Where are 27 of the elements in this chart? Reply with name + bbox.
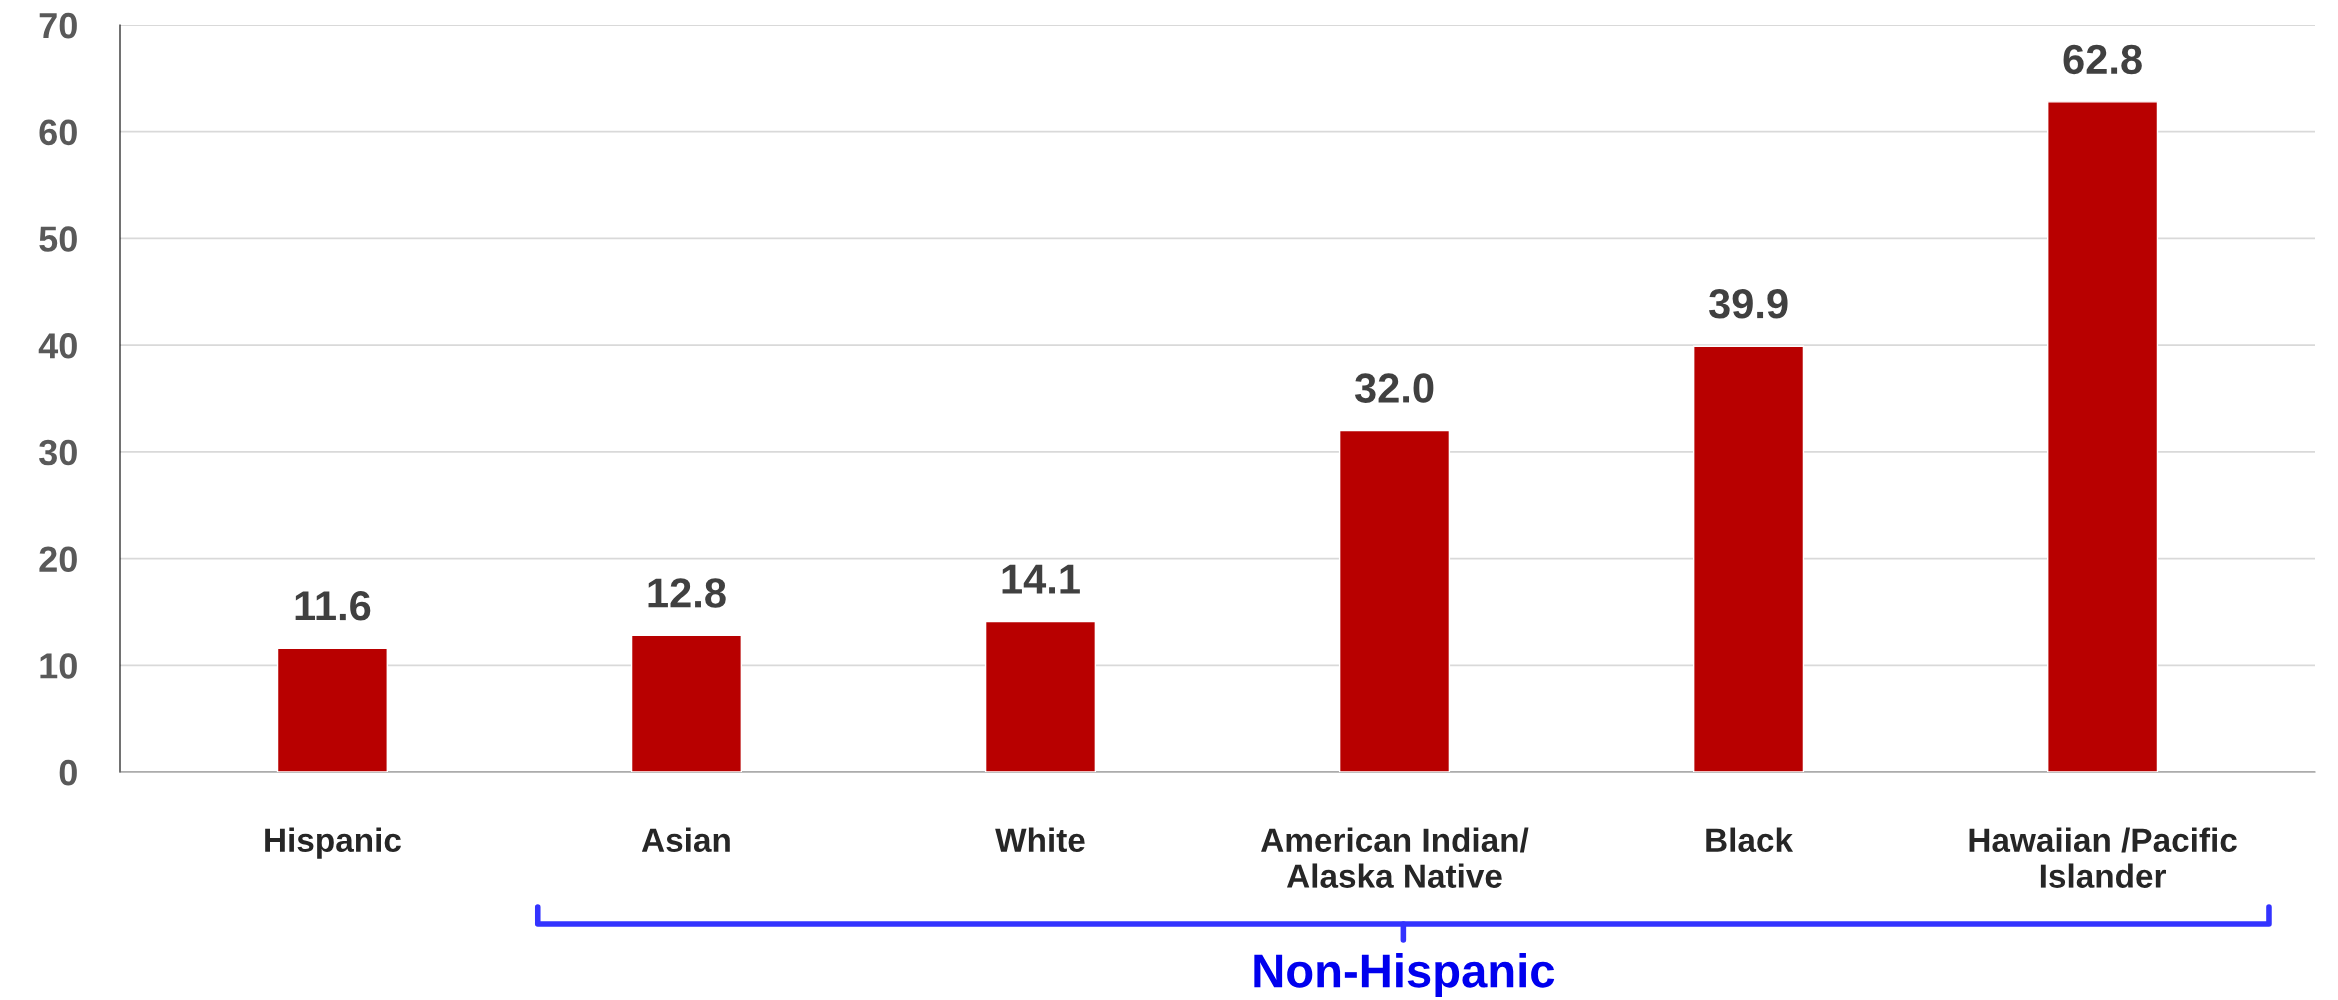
y-tick-label: 50 [39, 226, 77, 252]
data-label: 14.1 [1002, 564, 1080, 594]
bar [276, 647, 388, 772]
y-tick-label: 10 [40, 653, 77, 679]
bar [1692, 345, 1805, 772]
data-label: 39.9 [1708, 289, 1788, 319]
bar [984, 620, 1097, 772]
x-tick-label: American Indian/ Alaska Native [1261, 827, 1529, 888]
data-label: 62.8 [2063, 44, 2142, 75]
data-label: 32.0 [1354, 373, 1434, 403]
bar [2047, 101, 2159, 772]
y-tick-label: 0 [59, 759, 77, 786]
y-tick-label: 40 [38, 333, 77, 359]
bar [1338, 429, 1451, 772]
y-tick-label: 60 [39, 119, 77, 146]
x-tick-label: White [995, 827, 1085, 853]
bar [630, 634, 743, 772]
x-tick-label: Hispanic [265, 827, 401, 859]
data-label: 11.6 [295, 591, 371, 621]
text: Non-Hispanic [1254, 952, 1555, 998]
y-tick-label: 70 [39, 12, 77, 39]
data-label: 12.8 [648, 578, 726, 608]
y-tick-label: 20 [39, 546, 77, 573]
x-tick-label: Black [1706, 827, 1794, 853]
x-tick-label: Hawaiian /Pacific Islander [1969, 827, 2237, 888]
y-tick-label: 30 [39, 439, 77, 466]
x-tick-label: Asian [641, 827, 730, 853]
